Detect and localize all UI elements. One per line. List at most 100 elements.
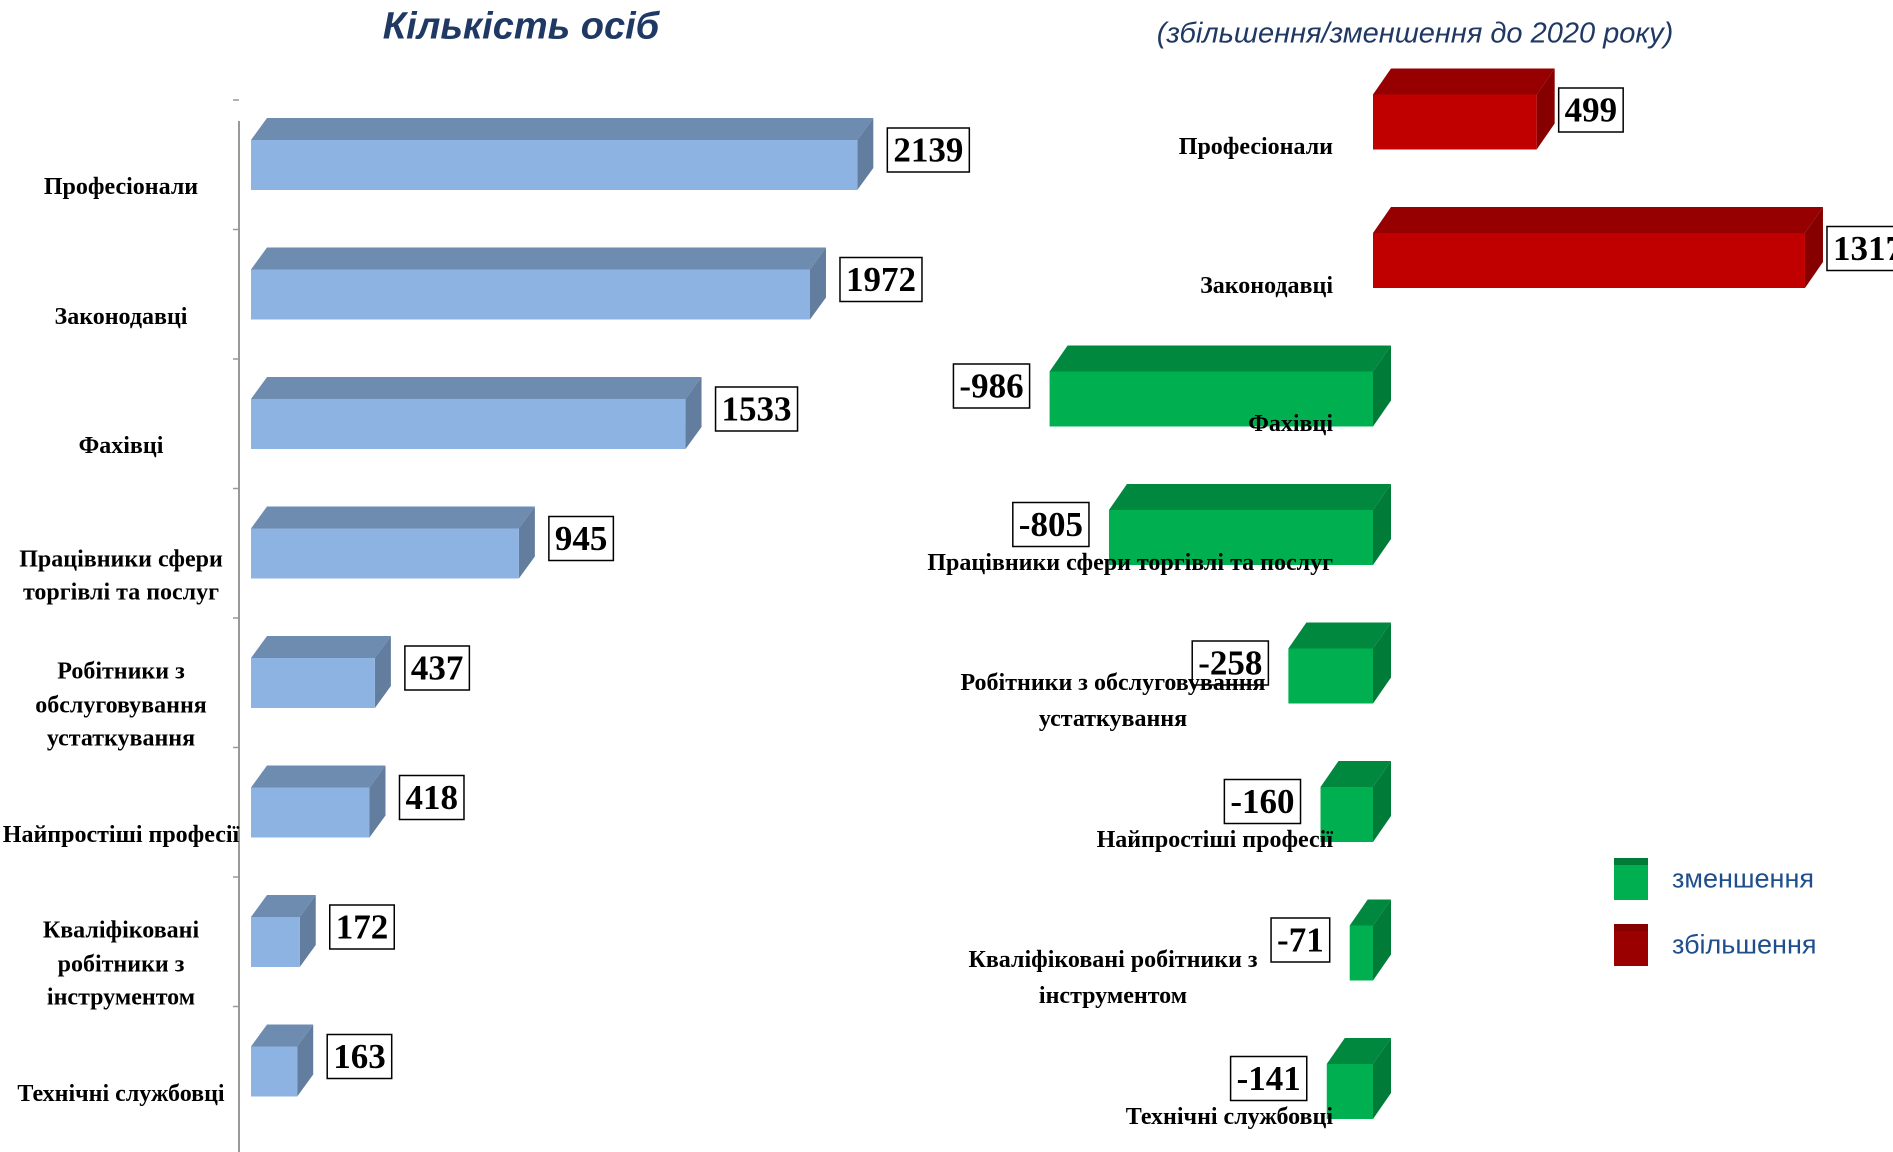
bar xyxy=(1320,761,1391,842)
value-label: -160 xyxy=(1230,782,1294,821)
value-box xyxy=(398,774,465,821)
category-label: Кваліфіковані робітники з інструментом xyxy=(42,917,200,1011)
bar-top xyxy=(251,377,702,399)
bar xyxy=(251,506,535,579)
bar-top xyxy=(251,636,391,658)
value-label: 499 xyxy=(1565,91,1618,130)
bar-top xyxy=(1320,761,1391,787)
category-label: Найпростіші професії xyxy=(1096,826,1333,853)
bar-top xyxy=(251,247,826,270)
bar xyxy=(251,765,386,838)
value-box xyxy=(714,386,799,432)
bar-front xyxy=(251,917,300,967)
bar-top xyxy=(251,1024,314,1047)
category-label: Законодавці xyxy=(54,303,188,330)
bar-front xyxy=(1349,925,1373,981)
bar-front xyxy=(251,528,519,579)
bar xyxy=(251,895,316,967)
bar-top xyxy=(251,118,874,140)
value-box xyxy=(952,363,1031,409)
bar-side xyxy=(1373,622,1391,704)
bar-side xyxy=(297,1024,314,1097)
legend-label: зменшення xyxy=(1672,863,1814,894)
bar xyxy=(1373,68,1555,150)
bar xyxy=(251,636,391,708)
category-label: Фахівці xyxy=(1248,411,1333,437)
bar xyxy=(1288,622,1391,704)
bar xyxy=(1326,1038,1391,1119)
value-box xyxy=(329,904,396,950)
bar-side xyxy=(518,506,535,579)
category-label: Законодавці xyxy=(1200,272,1333,299)
value-label: 172 xyxy=(336,908,389,947)
category-label: Працівники сфери торгівлі та послуг xyxy=(19,545,223,606)
value-label: 945 xyxy=(555,519,608,558)
value-box xyxy=(1229,1055,1308,1102)
value-label: -258 xyxy=(1198,644,1262,683)
bar-top xyxy=(1373,207,1823,233)
bar-front xyxy=(1288,648,1373,704)
legend-swatch-top xyxy=(1614,858,1648,865)
bar-top xyxy=(1288,622,1391,649)
bar-front xyxy=(1373,94,1537,150)
value-box xyxy=(839,256,923,303)
value-box xyxy=(1223,778,1302,825)
chart-title: (збільшення/зменшення до 2020 року) xyxy=(1156,17,1674,50)
value-box xyxy=(1270,917,1331,963)
bar-front xyxy=(251,399,686,449)
bar-side xyxy=(1536,68,1555,150)
value-box xyxy=(404,645,471,691)
bar xyxy=(251,1024,314,1097)
bar-front xyxy=(1326,1064,1373,1119)
category-label: Кваліфіковані робітники з інструментом xyxy=(968,947,1258,1009)
value-box xyxy=(326,1033,393,1080)
bar xyxy=(251,247,826,320)
bar xyxy=(1049,345,1391,427)
bar-front xyxy=(251,140,858,190)
category-label: Фахівці xyxy=(78,433,164,460)
value-label: 1317 xyxy=(1833,229,1893,268)
value-label: 418 xyxy=(405,778,458,817)
bar-side xyxy=(1373,761,1391,842)
bar-front xyxy=(251,269,810,320)
value-box xyxy=(1557,87,1624,133)
bar-front xyxy=(1049,371,1373,427)
bar-top xyxy=(1349,899,1391,926)
value-label: -71 xyxy=(1277,921,1324,960)
bar xyxy=(251,118,874,190)
value-box xyxy=(1012,501,1090,548)
bar-top xyxy=(1049,345,1391,372)
category-label: Професіонали xyxy=(1178,134,1333,160)
bar-side xyxy=(1373,345,1391,427)
bar-front xyxy=(251,1046,298,1097)
bar xyxy=(1108,484,1391,565)
bar-side xyxy=(1373,1038,1391,1119)
bar-side xyxy=(1373,899,1391,981)
category-label: Робітники з обслуговування устаткування xyxy=(960,670,1266,732)
bar-top xyxy=(1326,1038,1391,1064)
value-label: 163 xyxy=(333,1037,386,1076)
category-label: Працівники сфери торгівлі та послуг xyxy=(927,549,1333,576)
value-label: -986 xyxy=(959,367,1023,406)
category-label: Робітники з обслуговування устаткування xyxy=(35,658,207,752)
bar-top xyxy=(251,765,386,788)
bar-front xyxy=(1373,233,1805,288)
value-label: 437 xyxy=(411,649,464,688)
bar-side xyxy=(374,636,391,708)
bar-side xyxy=(1373,484,1391,565)
value-box xyxy=(548,515,615,562)
value-label: 1533 xyxy=(722,390,792,429)
value-box xyxy=(1826,225,1893,272)
value-label: 2139 xyxy=(893,131,963,170)
bar-top xyxy=(1108,484,1391,510)
bar-front xyxy=(251,658,375,708)
category-label: Найпростіші професії xyxy=(2,821,240,848)
bar xyxy=(1373,207,1823,288)
value-box xyxy=(886,127,971,173)
value-label: -141 xyxy=(1237,1059,1301,1098)
bar xyxy=(251,377,702,449)
bar-side xyxy=(809,247,826,320)
bar-side xyxy=(1804,207,1823,288)
